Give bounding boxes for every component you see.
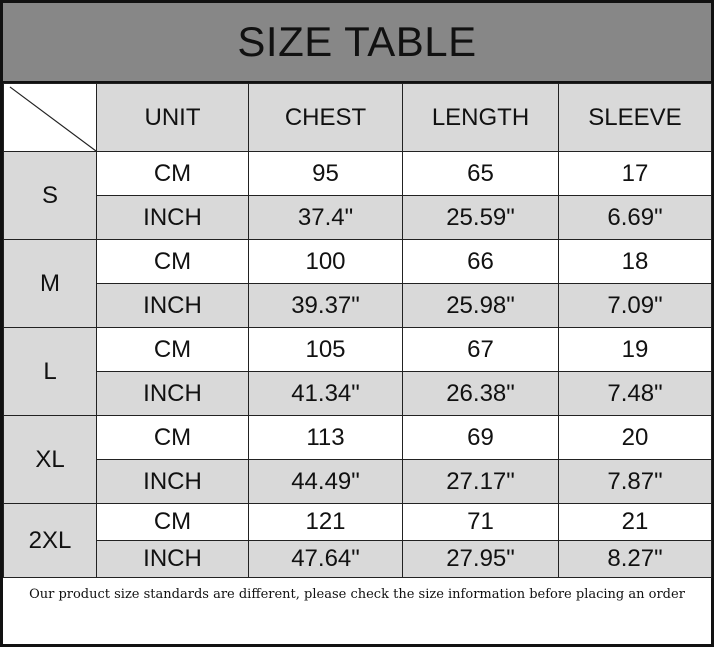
unit-cell: CM [96, 239, 249, 284]
table-row: 2XL CM 121 71 21 [3, 503, 712, 578]
value-cell: 41.34" [248, 371, 403, 416]
unit-cell: INCH [96, 371, 249, 416]
value-cell: 121 [248, 503, 403, 541]
size-label: M [3, 239, 97, 328]
value-cell: 19 [558, 327, 712, 372]
chart-title: SIZE TABLE [3, 3, 711, 83]
size-label: 2XL [3, 503, 97, 578]
unit-cell: INCH [96, 195, 249, 240]
value-cell: 47.64" [248, 540, 403, 578]
table-row: XL CM 113 69 20 [3, 415, 712, 504]
value-cell: 105 [248, 327, 403, 372]
unit-cell: CM [96, 503, 249, 541]
header-row: UNIT CHEST LENGTH SLEEVE [3, 83, 712, 152]
value-cell: 8.27" [558, 540, 712, 578]
corner-cell [3, 83, 97, 152]
table-row: INCH 47.64" 27.95" 8.27" [4, 540, 712, 578]
value-cell: 113 [248, 415, 403, 460]
size-label: S [3, 151, 97, 240]
value-cell: 95 [248, 151, 403, 196]
size-label: L [3, 327, 97, 416]
value-cell: 66 [402, 239, 559, 284]
value-cell: 65 [402, 151, 559, 196]
value-cell: 7.48" [558, 371, 712, 416]
value-cell: 7.09" [558, 283, 712, 328]
value-cell: 21 [558, 503, 712, 541]
value-cell: 26.38" [402, 371, 559, 416]
value-cell: 44.49" [248, 459, 403, 504]
value-cell: 18 [558, 239, 712, 284]
size-table: UNIT CHEST LENGTH SLEEVE S CM 95 65 17 INCH 37… [3, 83, 712, 578]
table-row: INCH 39.37" 25.98" 7.09" [4, 283, 712, 328]
value-cell: 25.59" [402, 195, 559, 240]
value-cell: 20 [558, 415, 712, 460]
value-cell: 7.87" [558, 459, 712, 504]
value-cell: 25.98" [402, 283, 559, 328]
value-cell: 17 [558, 151, 712, 196]
value-cell: 71 [402, 503, 559, 541]
unit-cell: INCH [96, 540, 249, 578]
table-row: M CM 100 66 18 [3, 239, 712, 328]
unit-cell: CM [96, 327, 249, 372]
value-cell: 6.69" [558, 195, 712, 240]
header-sleeve: SLEEVE [558, 83, 712, 152]
value-cell: 39.37" [248, 283, 403, 328]
table-row: S CM 95 65 17 [3, 151, 712, 240]
value-cell: 67 [402, 327, 559, 372]
unit-cell: CM [96, 151, 249, 196]
unit-cell: INCH [96, 283, 249, 328]
size-label: XL [3, 415, 97, 504]
header-unit: UNIT [96, 83, 249, 152]
table-row: INCH 37.4" 25.59" 6.69" [4, 195, 712, 240]
table-row: INCH 41.34" 26.38" 7.48" [4, 371, 712, 416]
unit-cell: CM [96, 415, 249, 460]
value-cell: 69 [402, 415, 559, 460]
value-cell: 37.4" [248, 195, 403, 240]
value-cell: 27.95" [402, 540, 559, 578]
unit-cell: INCH [96, 459, 249, 504]
table-row: L CM 105 67 19 [3, 327, 712, 416]
value-cell: 100 [248, 239, 403, 284]
header-chest: CHEST [248, 83, 403, 152]
header-length: LENGTH [402, 83, 559, 152]
value-cell: 27.17" [402, 459, 559, 504]
table-row: INCH 44.49" 27.17" 7.87" [4, 459, 712, 504]
size-note: Our product size standards are different… [29, 587, 685, 602]
